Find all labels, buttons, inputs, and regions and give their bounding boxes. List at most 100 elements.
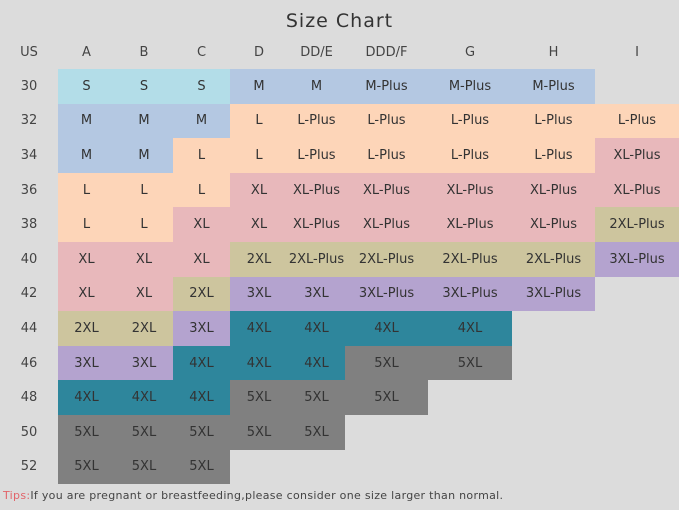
column-header: G	[464, 45, 476, 60]
size-cell: XL-Plus	[428, 207, 512, 242]
column-header: D	[253, 45, 264, 60]
size-cell: S	[115, 69, 173, 104]
size-cell: L	[173, 138, 230, 173]
size-cell: 5XL	[173, 449, 230, 485]
size-cell: XL-Plus	[345, 207, 428, 242]
size-cell: M	[230, 69, 288, 104]
row-header-band: 44	[20, 320, 38, 336]
row-header-band: 36	[20, 182, 38, 198]
size-cell: L-Plus	[288, 138, 345, 173]
size-cell: 3XL	[58, 345, 115, 381]
chart-title: Size Chart	[285, 10, 394, 32]
size-cell: L-Plus	[345, 138, 428, 173]
size-cell	[428, 450, 512, 485]
size-cell: L	[115, 172, 173, 208]
size-cell: 5XL	[58, 449, 115, 485]
size-cell: L-Plus	[512, 138, 595, 173]
size-cell	[230, 450, 288, 485]
row-header-band: 48	[20, 390, 38, 406]
size-cell	[512, 380, 595, 415]
column-header: DDD/F	[365, 45, 408, 60]
size-cell: L	[58, 172, 115, 208]
size-cell: 5XL	[230, 414, 288, 450]
size-cell: L-Plus	[288, 103, 345, 139]
size-cell: S	[173, 69, 230, 104]
size-cell	[595, 277, 679, 312]
tips-note: Tips:If you are pregnant or breastfeedin…	[3, 489, 503, 502]
size-cell: 3XL-Plus	[428, 276, 512, 312]
size-cell: XL-Plus	[512, 207, 595, 242]
size-cell: L	[230, 138, 288, 173]
size-cell: 2XL	[58, 311, 115, 346]
size-cell: 4XL	[173, 380, 230, 415]
size-cell: 3XL-Plus	[512, 276, 595, 312]
size-cell	[595, 346, 679, 381]
size-cell: M-Plus	[512, 69, 595, 104]
column-header: A	[82, 45, 91, 60]
row-header-band: 30	[20, 78, 38, 94]
size-cell	[345, 415, 428, 450]
size-cell: 2XL-Plus	[288, 241, 345, 277]
size-cell: XL-Plus	[512, 172, 595, 208]
size-cell: L-Plus	[428, 103, 512, 139]
size-cell: XL-Plus	[288, 207, 345, 242]
size-cell: XL-Plus	[345, 172, 428, 208]
size-cell: 5XL	[115, 449, 173, 485]
tips-text: If you are pregnant or breastfeeding,ple…	[30, 489, 504, 502]
size-cell: 4XL	[288, 311, 345, 346]
row-header-band: 50	[20, 424, 38, 440]
size-cell: XL-Plus	[595, 172, 679, 208]
size-cell: XL-Plus	[288, 172, 345, 208]
size-cell: 5XL	[288, 414, 345, 450]
size-cell: 2XL	[173, 276, 230, 312]
column-header: H	[548, 45, 559, 60]
size-cell: 2XL	[115, 311, 173, 346]
size-cell: 4XL	[173, 345, 230, 381]
size-cell: 3XL-Plus	[595, 241, 679, 277]
size-cell	[595, 69, 679, 104]
size-cell: 4XL	[115, 380, 173, 415]
size-cell: M	[58, 138, 115, 173]
size-cell: 2XL-Plus	[595, 207, 679, 242]
size-cell: 5XL	[58, 414, 115, 450]
tips-label: Tips:	[3, 489, 31, 502]
size-cell: 2XL-Plus	[428, 241, 512, 277]
size-cell: L	[173, 172, 230, 208]
size-cell	[512, 311, 595, 346]
size-cell: S	[58, 69, 115, 104]
size-cell: L	[230, 103, 288, 139]
size-cell: 3XL-Plus	[345, 276, 428, 312]
size-cell: M	[58, 103, 115, 139]
size-cell: 5XL	[345, 345, 428, 381]
size-cell: 4XL	[230, 311, 288, 346]
size-cell: 4XL	[428, 311, 512, 346]
size-cell: XL	[115, 241, 173, 277]
size-cell: 2XL-Plus	[345, 241, 428, 277]
size-cell: 5XL	[173, 414, 230, 450]
size-cell: M-Plus	[345, 69, 428, 104]
size-cell: 4XL	[288, 345, 345, 381]
size-cell: 4XL	[230, 345, 288, 381]
size-cell	[595, 450, 679, 485]
row-header-band: 52	[20, 459, 38, 475]
size-cell	[428, 380, 512, 415]
size-cell: 3XL	[288, 276, 345, 312]
size-cell	[512, 346, 595, 381]
size-cell: XL	[115, 276, 173, 312]
size-cell: 2XL	[230, 241, 288, 277]
size-chart-table: US A B C D DD/E DDD/F G H I 30 S S S M M M-Plus M-Plus M-P…	[0, 36, 679, 485]
size-cell	[288, 450, 345, 485]
size-cell	[512, 450, 595, 485]
size-cell	[595, 380, 679, 415]
size-cell: XL	[173, 241, 230, 277]
size-cell: M-Plus	[428, 69, 512, 104]
size-cell	[595, 311, 679, 346]
size-cell: 4XL	[58, 380, 115, 415]
size-cell: M	[173, 103, 230, 139]
column-header: C	[196, 45, 207, 60]
size-cell: L	[115, 207, 173, 242]
size-cell: 3XL	[115, 345, 173, 381]
size-cell	[345, 450, 428, 485]
size-cell: XL	[173, 207, 230, 242]
size-cell: 2XL-Plus	[512, 241, 595, 277]
